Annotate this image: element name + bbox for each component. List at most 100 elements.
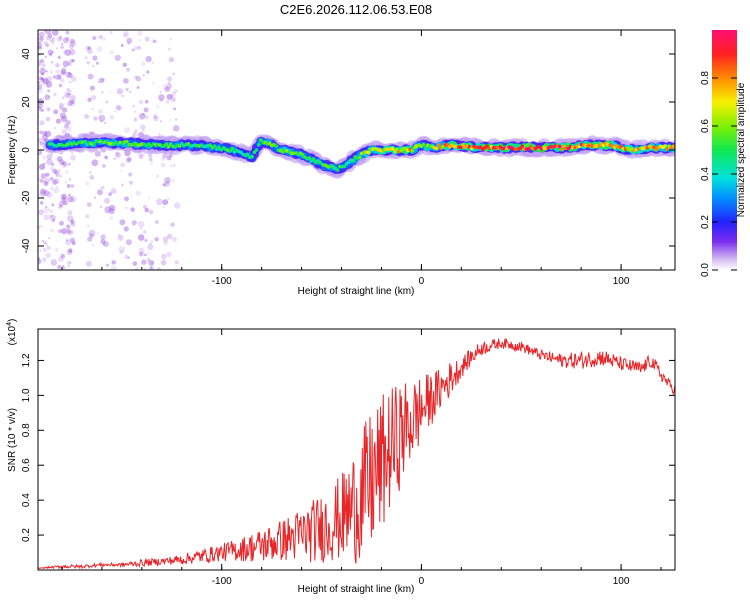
noise-blob bbox=[61, 96, 65, 100]
noise-blob bbox=[41, 78, 45, 82]
noise-blob bbox=[67, 93, 70, 96]
noise-blob bbox=[136, 85, 140, 90]
noise-blob bbox=[144, 207, 150, 213]
noise-blob bbox=[148, 153, 153, 158]
ridge-cell bbox=[300, 152, 305, 157]
ridge-cell bbox=[619, 144, 623, 149]
ridge-cell bbox=[434, 146, 439, 151]
noise-blob bbox=[71, 59, 75, 63]
noise-blob bbox=[169, 85, 172, 88]
noise-blob bbox=[68, 62, 72, 66]
noise-blob bbox=[144, 114, 149, 119]
noise-blob bbox=[92, 65, 95, 67]
noise-blob bbox=[43, 214, 50, 221]
noise-blob bbox=[45, 35, 51, 41]
noise-blob bbox=[138, 113, 146, 120]
noise-blob bbox=[87, 224, 90, 227]
noise-blob bbox=[60, 162, 64, 166]
noise-blob bbox=[53, 92, 57, 97]
noise-blob bbox=[56, 186, 58, 189]
noise-blob bbox=[42, 247, 47, 252]
noise-blob bbox=[103, 243, 105, 246]
noise-blob bbox=[142, 129, 145, 132]
noise-blob bbox=[132, 224, 134, 227]
noise-blob bbox=[150, 161, 154, 165]
noise-blob bbox=[85, 214, 90, 219]
noise-blob bbox=[134, 75, 138, 80]
noise-blob bbox=[40, 190, 47, 197]
ridge-cell bbox=[351, 158, 355, 163]
noise-blob bbox=[59, 112, 66, 119]
noise-blob bbox=[49, 186, 54, 191]
snr-ytick-label: 1.0 bbox=[21, 388, 32, 402]
noise-blob bbox=[61, 193, 68, 200]
noise-blob bbox=[109, 50, 114, 55]
noise-blob bbox=[39, 201, 44, 205]
noise-blob bbox=[71, 240, 76, 246]
noise-blob bbox=[59, 220, 64, 226]
noise-blob bbox=[137, 46, 142, 50]
noise-blob bbox=[60, 78, 65, 83]
noise-blob bbox=[120, 44, 124, 47]
noise-blob bbox=[113, 157, 116, 160]
noise-blob bbox=[58, 102, 64, 108]
noise-blob bbox=[164, 86, 170, 92]
noise-blob bbox=[117, 235, 124, 241]
noise-blob bbox=[135, 267, 139, 270]
noise-blob bbox=[152, 39, 156, 44]
spectrogram-ytick-label: -20 bbox=[21, 190, 32, 205]
noise-blob bbox=[163, 241, 169, 246]
noise-blob bbox=[146, 258, 151, 262]
colorbar-tick-label: 0.2 bbox=[700, 215, 711, 229]
noise-blob bbox=[43, 241, 47, 245]
noise-blob bbox=[148, 196, 151, 200]
noise-blob bbox=[69, 40, 76, 47]
noise-blob bbox=[42, 155, 46, 160]
noise-blob bbox=[70, 150, 74, 155]
noise-blob bbox=[171, 179, 175, 183]
noise-blob bbox=[125, 157, 132, 163]
noise-blob bbox=[50, 228, 54, 232]
noise-blob bbox=[138, 251, 144, 257]
noise-blob bbox=[145, 55, 152, 63]
ridge-cell bbox=[311, 157, 316, 161]
noise-blob bbox=[58, 83, 63, 88]
noise-blob bbox=[174, 202, 181, 209]
colorbar-tick-label: 0.6 bbox=[700, 119, 711, 133]
spectrogram-panel: -100 0 100 -40 -20 0 20 40 Height of straight l… bbox=[7, 29, 676, 297]
noise-blob bbox=[45, 106, 51, 112]
noise-blob bbox=[142, 204, 148, 209]
ridge-cell bbox=[125, 139, 129, 144]
noise-blob bbox=[110, 265, 117, 270]
noise-blob bbox=[173, 164, 176, 167]
noise-blob bbox=[42, 109, 44, 111]
noise-blob bbox=[39, 120, 45, 126]
noise-blob bbox=[40, 140, 45, 145]
noise-blob bbox=[139, 227, 143, 230]
spectrogram-ytick-label: -40 bbox=[21, 238, 32, 253]
noise-blob bbox=[44, 94, 51, 101]
noise-blob bbox=[98, 34, 104, 40]
noise-blob bbox=[39, 249, 42, 252]
noise-blob bbox=[67, 195, 74, 203]
noise-blob bbox=[84, 113, 90, 119]
colorbar-tick-label: 0.4 bbox=[700, 167, 711, 181]
noise-blob bbox=[124, 196, 129, 202]
noise-blob bbox=[44, 55, 47, 58]
noise-blob bbox=[169, 38, 173, 41]
noise-blob bbox=[67, 260, 72, 265]
noise-blob bbox=[166, 93, 173, 100]
noise-blob bbox=[38, 225, 41, 229]
noise-blob bbox=[117, 106, 123, 111]
noise-blob bbox=[62, 66, 66, 70]
noise-blob bbox=[109, 216, 114, 221]
noise-blob bbox=[173, 107, 177, 111]
noise-blob bbox=[38, 163, 46, 170]
noise-blob bbox=[132, 105, 135, 108]
noise-blob bbox=[55, 63, 60, 68]
noise-blob bbox=[131, 220, 137, 226]
noise-blob bbox=[166, 100, 170, 104]
noise-blob bbox=[55, 175, 59, 178]
noise-blob bbox=[141, 259, 147, 265]
